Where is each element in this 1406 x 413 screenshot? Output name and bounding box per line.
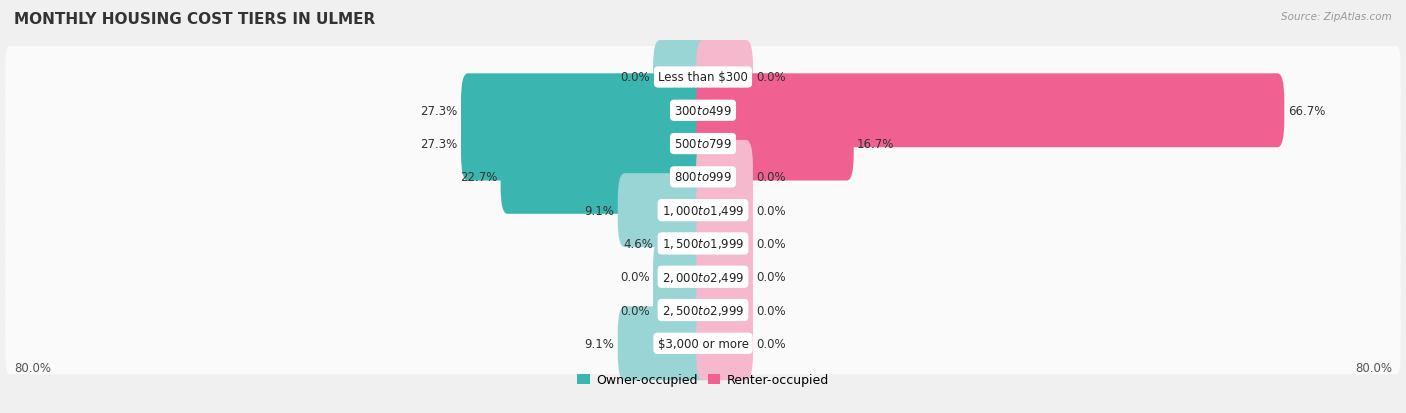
Text: 80.0%: 80.0% <box>1355 361 1392 374</box>
FancyBboxPatch shape <box>6 147 1400 208</box>
FancyBboxPatch shape <box>6 246 1400 308</box>
FancyBboxPatch shape <box>696 107 853 181</box>
FancyBboxPatch shape <box>652 240 710 314</box>
Text: 0.0%: 0.0% <box>620 71 650 84</box>
Text: 16.7%: 16.7% <box>858 138 894 151</box>
Text: 0.0%: 0.0% <box>620 271 650 284</box>
FancyBboxPatch shape <box>6 313 1400 374</box>
FancyBboxPatch shape <box>696 174 754 247</box>
Text: 27.3%: 27.3% <box>420 138 457 151</box>
Text: $500 to $799: $500 to $799 <box>673 138 733 151</box>
Text: $2,500 to $2,999: $2,500 to $2,999 <box>662 303 744 317</box>
Text: 0.0%: 0.0% <box>756 304 786 317</box>
Text: Less than $300: Less than $300 <box>658 71 748 84</box>
Text: 80.0%: 80.0% <box>14 361 51 374</box>
Text: 0.0%: 0.0% <box>756 337 786 350</box>
Text: 9.1%: 9.1% <box>585 337 614 350</box>
FancyBboxPatch shape <box>6 47 1400 109</box>
FancyBboxPatch shape <box>696 41 754 115</box>
FancyBboxPatch shape <box>696 240 754 314</box>
FancyBboxPatch shape <box>696 140 754 214</box>
Text: 0.0%: 0.0% <box>756 171 786 184</box>
FancyBboxPatch shape <box>501 140 710 214</box>
Text: 0.0%: 0.0% <box>620 304 650 317</box>
Legend: Owner-occupied, Renter-occupied: Owner-occupied, Renter-occupied <box>572 368 834 391</box>
FancyBboxPatch shape <box>461 107 710 181</box>
FancyBboxPatch shape <box>652 41 710 115</box>
FancyBboxPatch shape <box>696 74 1284 148</box>
Text: $1,000 to $1,499: $1,000 to $1,499 <box>662 204 744 218</box>
Text: Source: ZipAtlas.com: Source: ZipAtlas.com <box>1281 12 1392 22</box>
FancyBboxPatch shape <box>696 207 754 281</box>
Text: $1,500 to $1,999: $1,500 to $1,999 <box>662 237 744 251</box>
FancyBboxPatch shape <box>696 273 754 347</box>
FancyBboxPatch shape <box>461 74 710 148</box>
Text: 22.7%: 22.7% <box>460 171 498 184</box>
FancyBboxPatch shape <box>617 174 710 247</box>
Text: $2,000 to $2,499: $2,000 to $2,499 <box>662 270 744 284</box>
FancyBboxPatch shape <box>6 279 1400 341</box>
FancyBboxPatch shape <box>652 273 710 347</box>
FancyBboxPatch shape <box>6 80 1400 142</box>
Text: 27.3%: 27.3% <box>420 104 457 117</box>
Text: 0.0%: 0.0% <box>756 237 786 250</box>
FancyBboxPatch shape <box>657 207 710 281</box>
FancyBboxPatch shape <box>6 113 1400 175</box>
Text: 66.7%: 66.7% <box>1288 104 1324 117</box>
Text: 0.0%: 0.0% <box>756 204 786 217</box>
Text: MONTHLY HOUSING COST TIERS IN ULMER: MONTHLY HOUSING COST TIERS IN ULMER <box>14 12 375 27</box>
Text: $300 to $499: $300 to $499 <box>673 104 733 117</box>
Text: $3,000 or more: $3,000 or more <box>658 337 748 350</box>
Text: 4.6%: 4.6% <box>623 237 652 250</box>
Text: 9.1%: 9.1% <box>585 204 614 217</box>
FancyBboxPatch shape <box>6 213 1400 275</box>
FancyBboxPatch shape <box>6 180 1400 242</box>
Text: 0.0%: 0.0% <box>756 271 786 284</box>
Text: 0.0%: 0.0% <box>756 71 786 84</box>
FancyBboxPatch shape <box>617 306 710 380</box>
Text: $800 to $999: $800 to $999 <box>673 171 733 184</box>
FancyBboxPatch shape <box>696 306 754 380</box>
